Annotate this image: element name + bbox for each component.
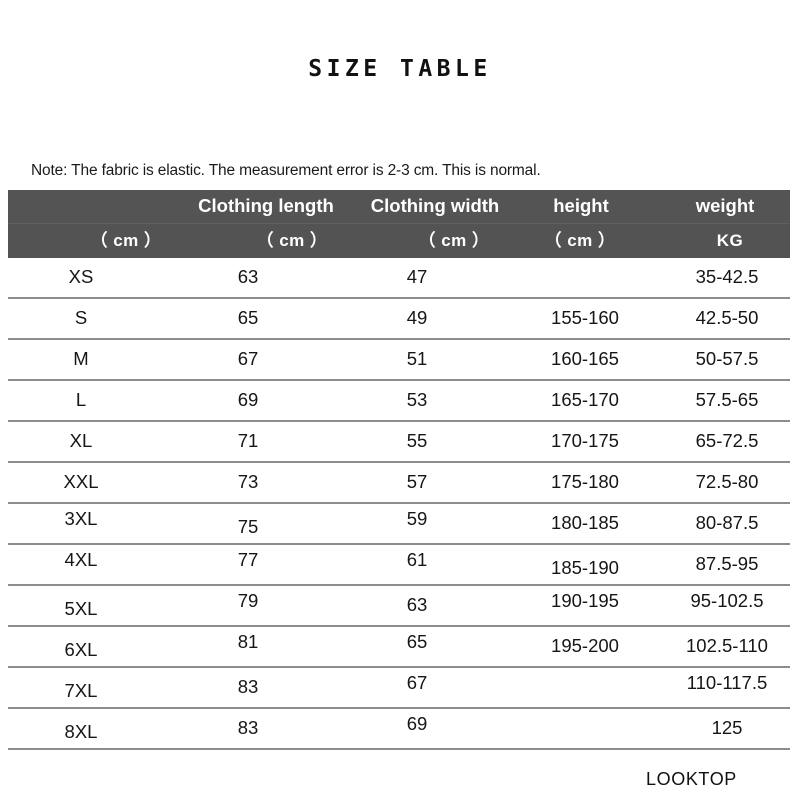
cell-height: 190-195: [551, 590, 619, 612]
cell-weight: 50-57.5: [695, 348, 759, 370]
column-header-height: height: [553, 195, 609, 217]
cell-size: 7XL: [64, 680, 98, 702]
cell-length: 67: [237, 348, 259, 370]
cell-length: 71: [237, 430, 259, 452]
header-label-row: Clothing length Clothing width height we…: [8, 190, 790, 223]
cell-weight: 80-87.5: [695, 512, 759, 534]
cell-width: 65: [406, 631, 428, 653]
column-header-weight: weight: [695, 195, 755, 217]
cell-width: 61: [406, 549, 428, 571]
cell-weight: 87.5-95: [695, 553, 759, 575]
table-row: 3XL 75 59 180-185 80-87.5: [8, 504, 790, 545]
cell-size: M: [73, 348, 89, 370]
cell-length: 69: [237, 389, 259, 411]
table-body: XS 63 47 35-42.5 S 65 49 155-160 42.5-50…: [8, 258, 790, 750]
table-row: 4XL 77 61 185-190 87.5-95: [8, 545, 790, 586]
cell-height: 165-170: [551, 389, 619, 411]
table-row: S 65 49 155-160 42.5-50: [8, 299, 790, 340]
cell-size: 4XL: [64, 549, 98, 571]
cell-width: 49: [406, 307, 428, 329]
cell-size: 5XL: [64, 598, 98, 620]
cell-width: 53: [406, 389, 428, 411]
cell-length: 75: [237, 516, 259, 538]
cell-width: 51: [406, 348, 428, 370]
table-row: XXL 73 57 175-180 72.5-80: [8, 463, 790, 504]
cell-size: XL: [69, 430, 93, 452]
cell-height: 185-190: [551, 557, 619, 579]
cell-width: 57: [406, 471, 428, 493]
cell-length: 65: [237, 307, 259, 329]
measurement-note: Note: The fabric is elastic. The measure…: [31, 162, 541, 179]
cell-size: S: [74, 307, 88, 329]
cell-length: 81: [237, 631, 259, 653]
cell-height: 160-165: [551, 348, 619, 370]
cell-length: 79: [237, 590, 259, 612]
cell-length: 77: [237, 549, 259, 571]
column-unit-clothing-width: （ cm ）: [418, 231, 490, 250]
cell-weight: 65-72.5: [695, 430, 759, 452]
cell-width: 67: [406, 672, 428, 694]
table-row: XL 71 55 170-175 65-72.5: [8, 422, 790, 463]
column-unit-height: （ cm ）: [544, 231, 616, 250]
cell-width: 59: [406, 508, 428, 530]
column-unit-weight: KG: [716, 231, 744, 250]
size-table: Clothing length Clothing width height we…: [8, 190, 790, 750]
cell-length: 73: [237, 471, 259, 493]
cell-weight: 42.5-50: [695, 307, 759, 329]
cell-weight: 72.5-80: [695, 471, 759, 493]
cell-size: XXL: [63, 471, 99, 493]
table-row: 5XL 79 63 190-195 95-102.5: [8, 586, 790, 627]
cell-width: 63: [406, 594, 428, 616]
cell-width: 69: [406, 713, 428, 735]
cell-height: 155-160: [551, 307, 619, 329]
table-row: 8XL 83 69 125: [8, 709, 790, 750]
cell-width: 47: [406, 266, 428, 288]
table-row: 6XL 81 65 195-200 102.5-110: [8, 627, 790, 668]
cell-size: 6XL: [64, 639, 98, 661]
cell-size: XS: [68, 266, 94, 288]
table-row: 7XL 83 67 110-117.5: [8, 668, 790, 709]
cell-length: 83: [237, 717, 259, 739]
cell-height: 195-200: [551, 635, 619, 657]
cell-height: 170-175: [551, 430, 619, 452]
table-header: Clothing length Clothing width height we…: [8, 190, 790, 258]
cell-weight: 125: [711, 717, 743, 739]
page-title: SIZE TABLE: [308, 56, 492, 82]
column-unit-size: （ cm ）: [90, 231, 162, 250]
cell-size: 8XL: [64, 721, 98, 743]
table-row: L 69 53 165-170 57.5-65: [8, 381, 790, 422]
cell-weight: 110-117.5: [686, 672, 768, 694]
column-header-clothing-length: Clothing length: [198, 195, 334, 217]
table-row: M 67 51 160-165 50-57.5: [8, 340, 790, 381]
brand-label: LOOKTOP: [646, 769, 737, 789]
cell-length: 63: [237, 266, 259, 288]
cell-weight: 57.5-65: [695, 389, 759, 411]
header-unit-row: （ cm ） （ cm ） （ cm ） （ cm ） KG: [8, 223, 790, 258]
cell-weight: 35-42.5: [695, 266, 759, 288]
cell-size: 3XL: [64, 508, 98, 530]
cell-weight: 102.5-110: [686, 635, 768, 657]
cell-height: 180-185: [551, 512, 619, 534]
cell-length: 83: [237, 676, 259, 698]
cell-size: L: [75, 389, 87, 411]
table-row: XS 63 47 35-42.5: [8, 258, 790, 299]
cell-height: 175-180: [551, 471, 619, 493]
column-unit-clothing-length: （ cm ）: [256, 231, 328, 250]
cell-weight: 95-102.5: [690, 590, 764, 612]
cell-width: 55: [406, 430, 428, 452]
column-header-clothing-width: Clothing width: [370, 195, 500, 217]
